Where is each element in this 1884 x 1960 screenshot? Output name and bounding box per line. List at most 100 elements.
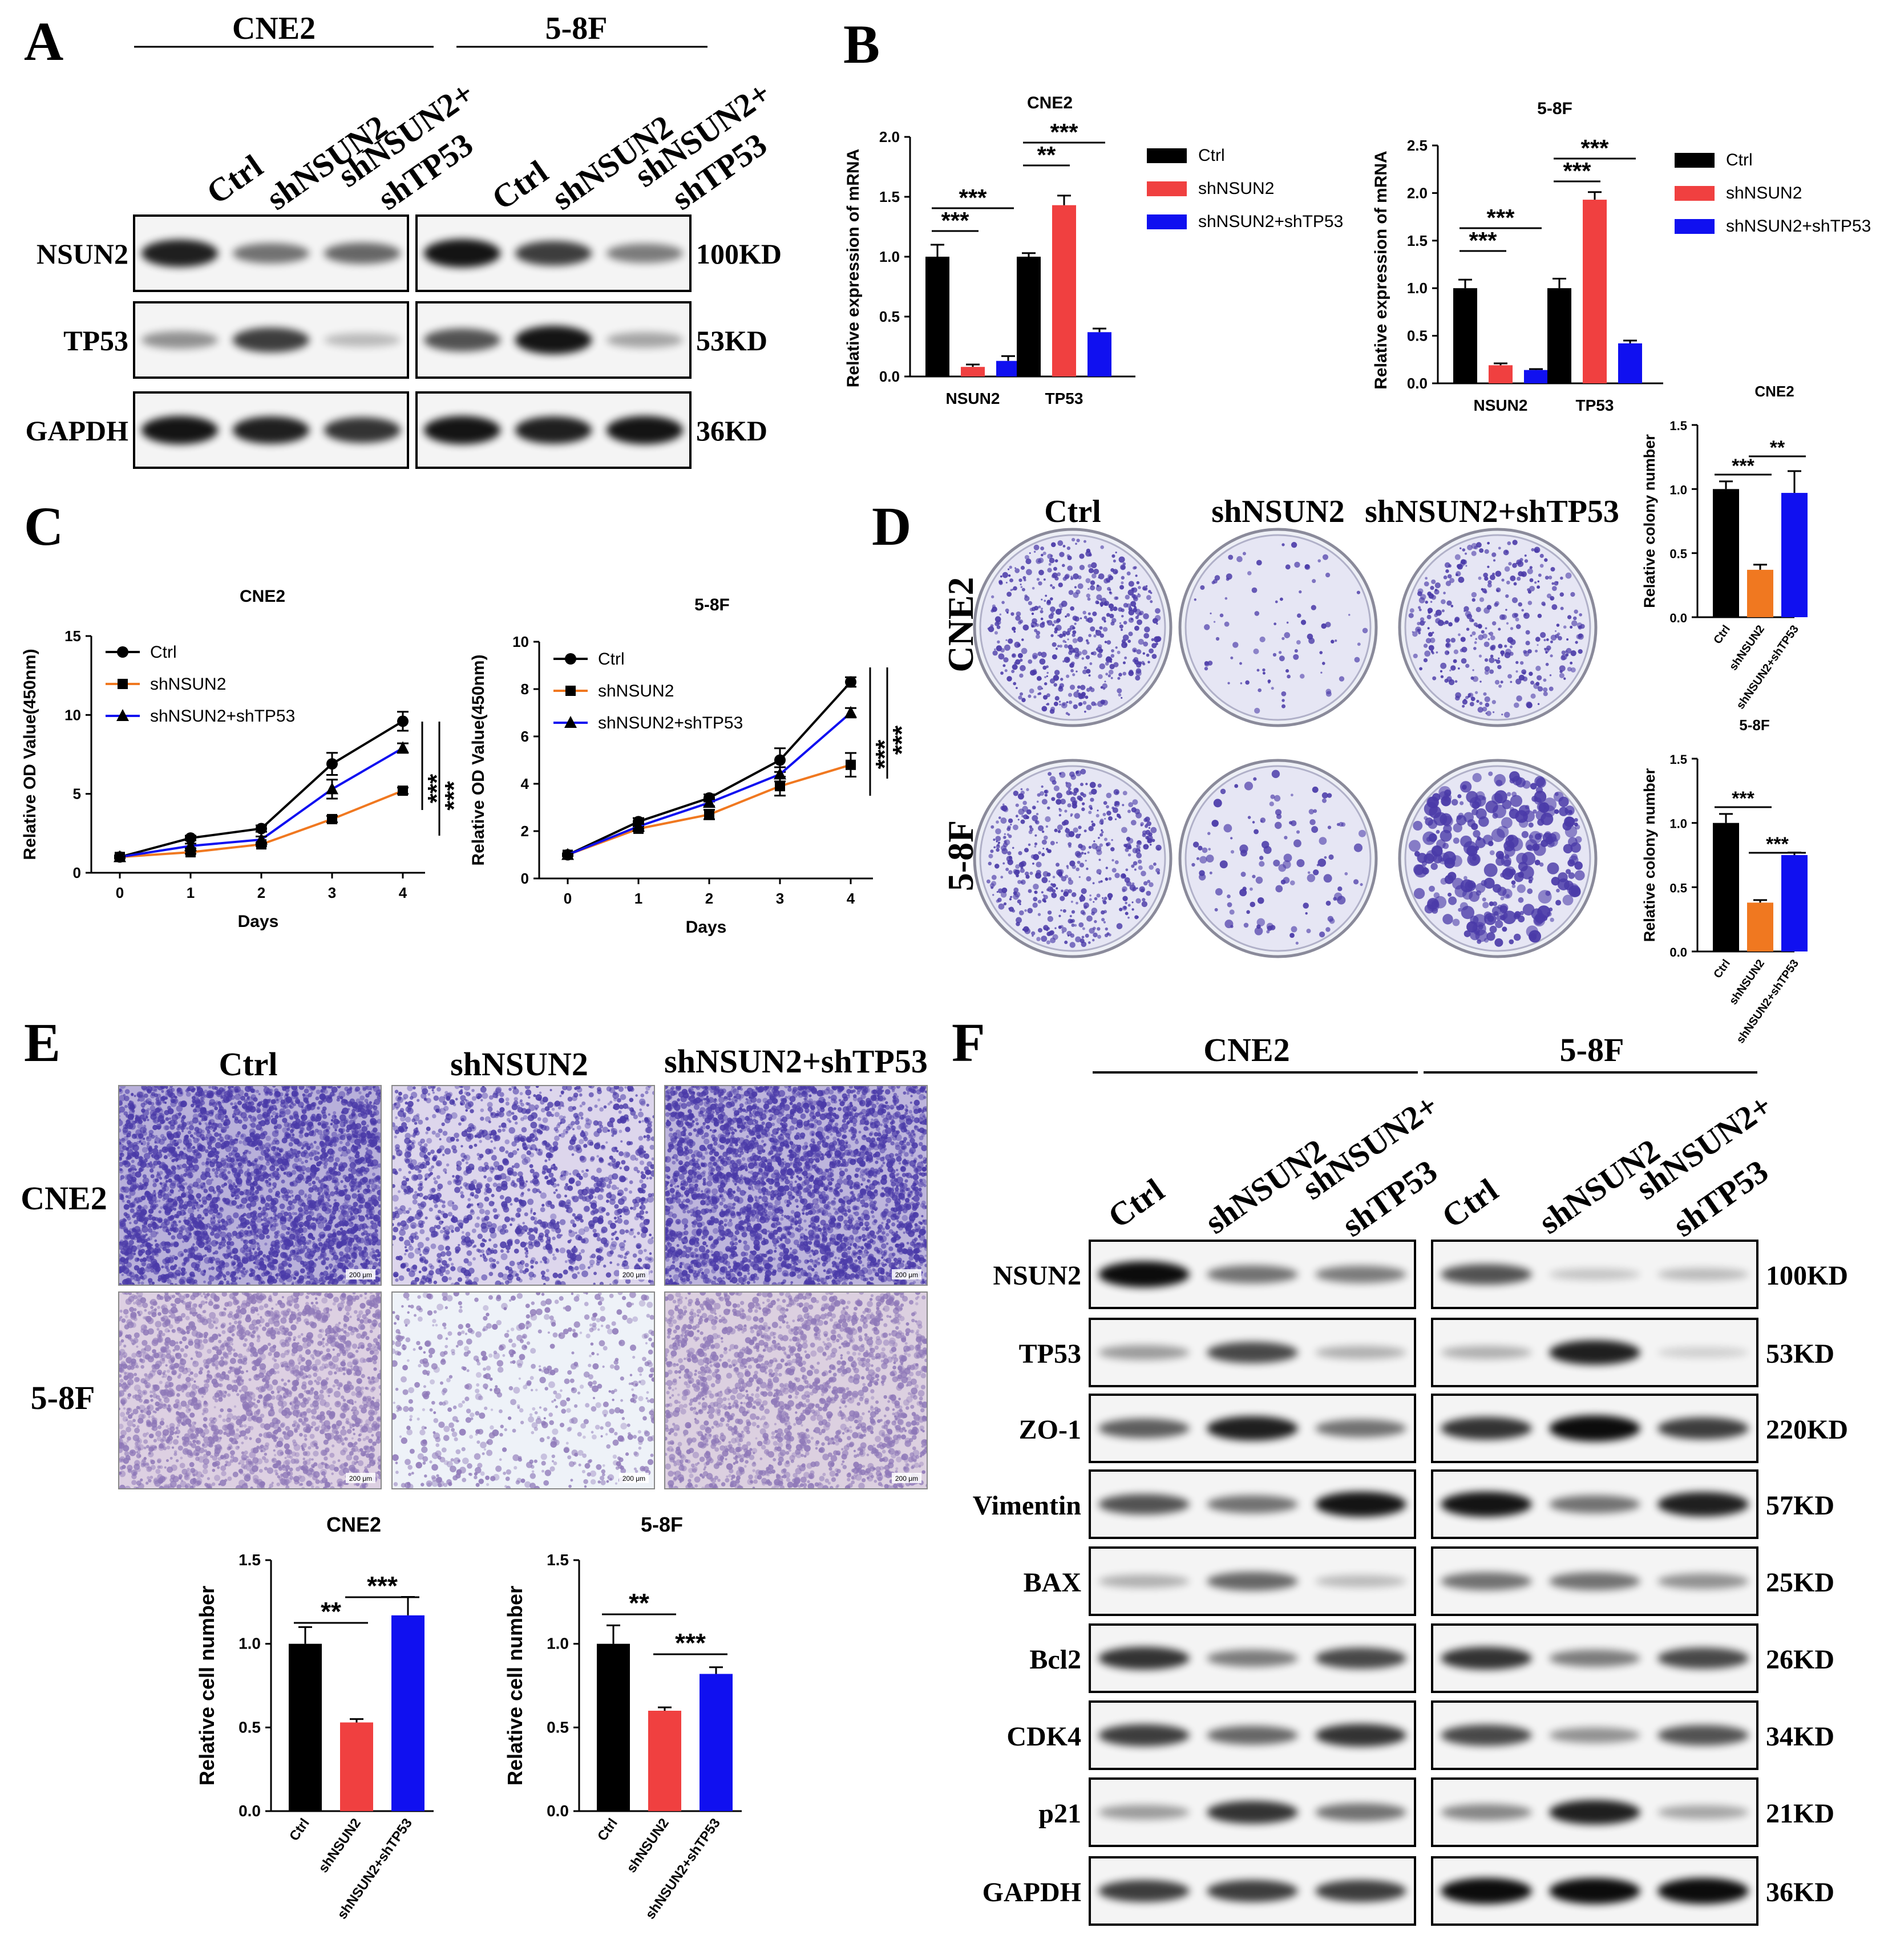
colony: [1103, 921, 1106, 924]
colony: [1510, 795, 1523, 807]
stained-cell: [177, 1177, 184, 1183]
colony: [1065, 641, 1067, 643]
stained-cell: [269, 1088, 273, 1093]
stained-cell: [204, 1208, 208, 1212]
significance-label: ***: [440, 780, 468, 810]
stained-cell: [212, 1168, 216, 1172]
stained-cell: [130, 1208, 135, 1213]
colony: [1052, 654, 1057, 660]
stained-cell: [369, 1101, 372, 1104]
stained-cell: [225, 1096, 232, 1102]
colony: [1262, 668, 1266, 672]
y-tick-label: 0.5: [1669, 547, 1687, 561]
stained-cell: [371, 1222, 378, 1230]
colony: [1064, 644, 1069, 649]
stained-cell: [224, 1262, 229, 1267]
stained-cell: [257, 1244, 261, 1248]
stained-cell: [288, 1195, 292, 1198]
stained-cell: [143, 1124, 147, 1128]
colony: [1424, 621, 1426, 623]
stained-cell: [361, 1125, 368, 1132]
stained-cell: [130, 1202, 136, 1208]
colony: [1106, 656, 1111, 661]
colony: [1036, 630, 1041, 635]
colony: [1136, 852, 1142, 858]
colony: [1531, 796, 1538, 802]
stained-cell: [265, 1180, 269, 1183]
colony: [1085, 933, 1089, 938]
stained-cell: [192, 1243, 195, 1246]
stained-cell: [131, 1159, 135, 1163]
colony: [1466, 613, 1473, 619]
bar: [1713, 823, 1739, 951]
colony: [995, 828, 1001, 835]
colony: [1215, 888, 1223, 896]
colony: [1515, 670, 1518, 673]
stained-cell: [154, 1239, 157, 1242]
colony: [1092, 612, 1097, 617]
stained-cell: [301, 1114, 308, 1121]
colony: [1131, 588, 1135, 592]
stained-cell: [173, 1214, 179, 1218]
colony: [1447, 574, 1452, 579]
colony: [1074, 622, 1077, 625]
colony: [1038, 569, 1044, 576]
stained-cell: [139, 1114, 145, 1120]
colony: [1042, 695, 1048, 700]
stained-cell: [200, 1270, 206, 1276]
colony: [1224, 920, 1234, 929]
stained-cell: [164, 1241, 168, 1245]
stained-cell: [338, 1091, 346, 1098]
colony: [1529, 585, 1535, 592]
stained-cell: [358, 1215, 365, 1222]
colony: [1432, 845, 1443, 857]
stained-cell: [126, 1132, 131, 1137]
stained-cell: [313, 1140, 317, 1144]
colony: [1106, 811, 1111, 816]
colony: [1142, 830, 1147, 835]
colony: [1041, 891, 1044, 894]
colony: [1550, 654, 1553, 658]
stained-cell: [130, 1185, 136, 1192]
colony: [1509, 837, 1523, 852]
stained-cell: [374, 1221, 377, 1225]
colony: [1098, 881, 1101, 884]
colony: [1494, 938, 1503, 947]
stained-cell: [124, 1105, 128, 1108]
colony: [1010, 589, 1013, 592]
colony: [1550, 596, 1555, 601]
colony: [1034, 842, 1038, 846]
colony: [1056, 862, 1060, 867]
colony: [1053, 566, 1057, 571]
colony: [1473, 830, 1481, 838]
colony: [1111, 649, 1114, 653]
colony: [1050, 597, 1053, 601]
colony: [1344, 872, 1348, 876]
data-point: [114, 850, 126, 862]
stained-cell: [134, 1274, 139, 1278]
stained-cell: [245, 1246, 252, 1253]
stained-cell: [265, 1135, 272, 1141]
colony: [1533, 809, 1537, 814]
stained-cell: [162, 1203, 169, 1210]
stained-cell: [147, 1088, 149, 1091]
colony: [1070, 815, 1073, 817]
stained-cell: [231, 1086, 234, 1088]
colony: [1251, 587, 1258, 593]
colony: [1024, 596, 1030, 601]
colony: [1137, 859, 1142, 864]
colony: [1109, 613, 1114, 619]
stained-cell: [365, 1086, 373, 1091]
colony: [1202, 847, 1208, 853]
colony: [1519, 558, 1523, 562]
stained-cell: [200, 1184, 207, 1190]
stained-cell: [121, 1273, 124, 1277]
colony: [1061, 927, 1067, 933]
stained-cell: [127, 1253, 135, 1260]
colony: [1253, 777, 1257, 781]
colony: [1289, 933, 1295, 938]
colony: [1491, 700, 1496, 704]
colony: [1443, 575, 1448, 580]
stained-cell: [273, 1097, 280, 1104]
colony: [1535, 637, 1541, 642]
